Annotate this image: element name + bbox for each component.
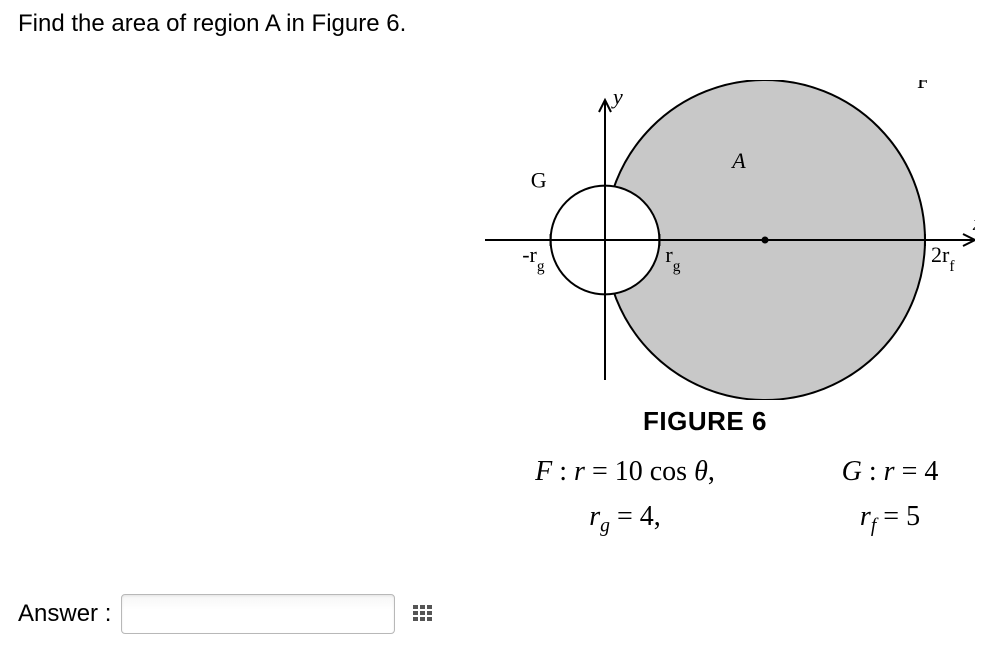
svg-text:x: x <box>972 210 975 235</box>
answer-row: Answer : <box>18 594 435 634</box>
eq-rg: rg = 4, <box>475 495 775 542</box>
answer-input[interactable] <box>121 594 395 634</box>
figure-6: yxFGA-rgrg2rf FIGURE 6 <box>475 80 975 430</box>
eq-G: G : r = 4 <box>795 450 985 495</box>
question-text: Find the area of region A in Figure 6. <box>18 10 406 38</box>
keypad-icon[interactable] <box>413 605 435 623</box>
eq-F: F : r = 10 cos θ, <box>475 450 775 495</box>
figure-svg: yxFGA-rgrg2rf <box>475 80 975 400</box>
svg-text:y: y <box>611 84 623 109</box>
figure-caption: FIGURE 6 <box>435 406 975 437</box>
svg-text:G: G <box>531 168 547 193</box>
svg-text:A: A <box>730 148 746 173</box>
answer-label: Answer : <box>18 600 111 628</box>
equations-block: F : r = 10 cos θ, G : r = 4 rg = 4, rf =… <box>475 450 985 542</box>
svg-text:F: F <box>917 80 929 93</box>
eq-rf: rf = 5 <box>795 495 985 542</box>
